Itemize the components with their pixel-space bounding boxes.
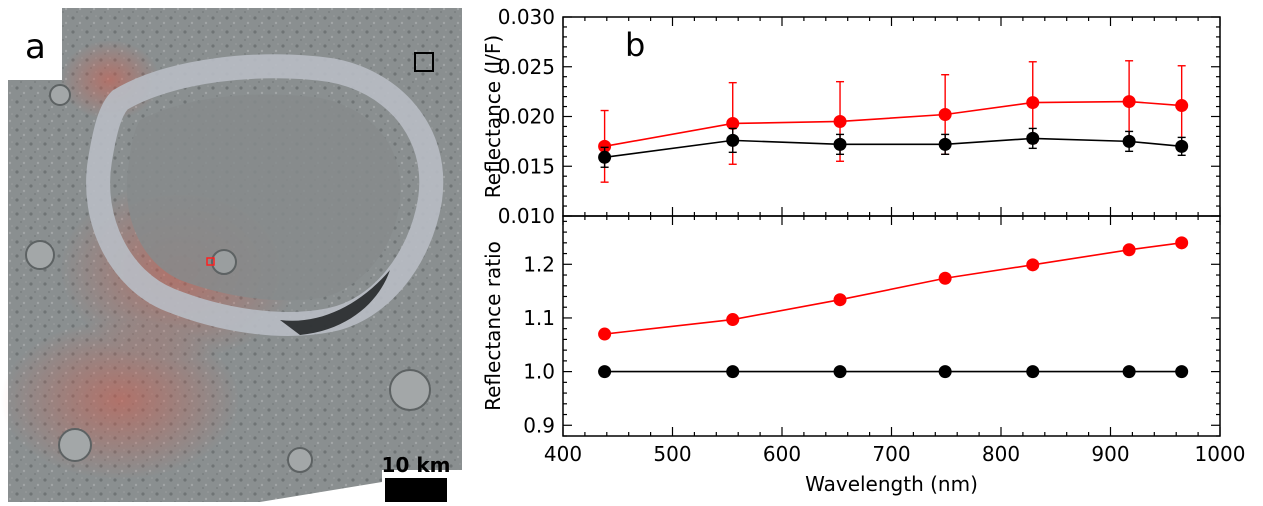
data-point	[833, 365, 847, 379]
panel-a-label: a	[25, 27, 46, 67]
y-tick-label: 0.025	[498, 55, 555, 79]
data-point	[1122, 95, 1136, 109]
data-point	[1175, 139, 1189, 153]
x-tick-label: 700	[872, 442, 910, 466]
y-tick-label: 0.015	[498, 154, 555, 178]
crater-floor	[126, 94, 401, 301]
plot-frame	[562, 215, 1221, 437]
y-axis-title: Reflectance ratio	[481, 241, 505, 411]
small-crater	[389, 369, 431, 411]
reflectance-ratio-plot: 0.9 1.0 1.1 1.2 400 500 600 700 800 900 1000 Wavele…	[481, 215, 1246, 496]
y-tick-label: 0.010	[498, 204, 555, 228]
crater-image: a 10 km	[0, 8, 462, 502]
data-point	[598, 139, 612, 153]
y-tick-label: 1.1	[523, 306, 555, 330]
data-point	[1122, 365, 1136, 379]
x-tick-label: 500	[653, 442, 691, 466]
x-axis-title: Wavelength (nm)	[805, 472, 978, 496]
data-point	[598, 327, 612, 341]
small-crater	[49, 84, 71, 106]
spectra-chart: 0.010 0.015 0.020 0.025 0.030 Reflectance (I/…	[481, 5, 1246, 496]
data-point	[726, 365, 740, 379]
data-point	[1175, 99, 1189, 113]
data-point	[938, 271, 952, 285]
panel-label-background	[8, 8, 62, 80]
y-tick-label: 0.030	[498, 5, 555, 29]
data-point	[1122, 134, 1136, 148]
x-tick-label: 600	[763, 442, 801, 466]
data-point	[598, 150, 612, 164]
crater-shadow	[280, 270, 390, 335]
data-point	[1175, 236, 1189, 250]
x-tick-label: 1000	[1195, 442, 1246, 466]
data-point	[598, 365, 612, 379]
y-axis-title: Reflectance (I/F)	[481, 35, 505, 198]
data-point	[938, 365, 952, 379]
data-point	[938, 137, 952, 151]
panel-b-label: b	[625, 26, 645, 64]
small-crater	[25, 240, 55, 270]
small-crater	[58, 428, 92, 462]
plot-frame	[562, 16, 1221, 217]
data-point	[726, 116, 740, 130]
data-point	[1026, 131, 1040, 145]
red-sample-box	[206, 257, 215, 266]
data-point	[938, 108, 952, 122]
series-line	[604, 137, 1182, 159]
black-sample-box	[414, 52, 434, 72]
data-point	[833, 293, 847, 307]
spectra-chart-panel: 0.010 0.015 0.020 0.025 0.030 Reflectance (I/…	[462, 0, 1263, 502]
data-point	[1122, 243, 1136, 257]
scale-bar	[385, 478, 447, 502]
data-point	[1026, 258, 1040, 272]
x-tick-label: 400	[544, 442, 582, 466]
crater-image-panel: a 10 km	[0, 0, 462, 502]
data-point	[833, 137, 847, 151]
red-ejecta-region-lower	[0, 320, 240, 480]
y-tick-label: 0.020	[498, 105, 555, 129]
small-crater	[211, 249, 237, 275]
y-tick-label: 0.9	[523, 413, 555, 437]
scale-bar-label: 10 km	[382, 453, 451, 477]
small-crater	[287, 447, 313, 473]
data-point	[833, 114, 847, 128]
y-tick-label: 1.0	[523, 360, 555, 384]
x-tick-label: 800	[982, 442, 1020, 466]
data-point	[726, 313, 740, 327]
data-point	[1026, 96, 1040, 110]
series-line	[604, 242, 1182, 335]
x-tick-label: 900	[1091, 442, 1129, 466]
reflectance-plot: 0.010 0.015 0.020 0.025 0.030 Reflectance (I/…	[481, 5, 1221, 228]
data-point	[726, 133, 740, 147]
data-point	[1175, 365, 1189, 379]
y-tick-label: 1.2	[523, 252, 555, 276]
data-point	[1026, 365, 1040, 379]
